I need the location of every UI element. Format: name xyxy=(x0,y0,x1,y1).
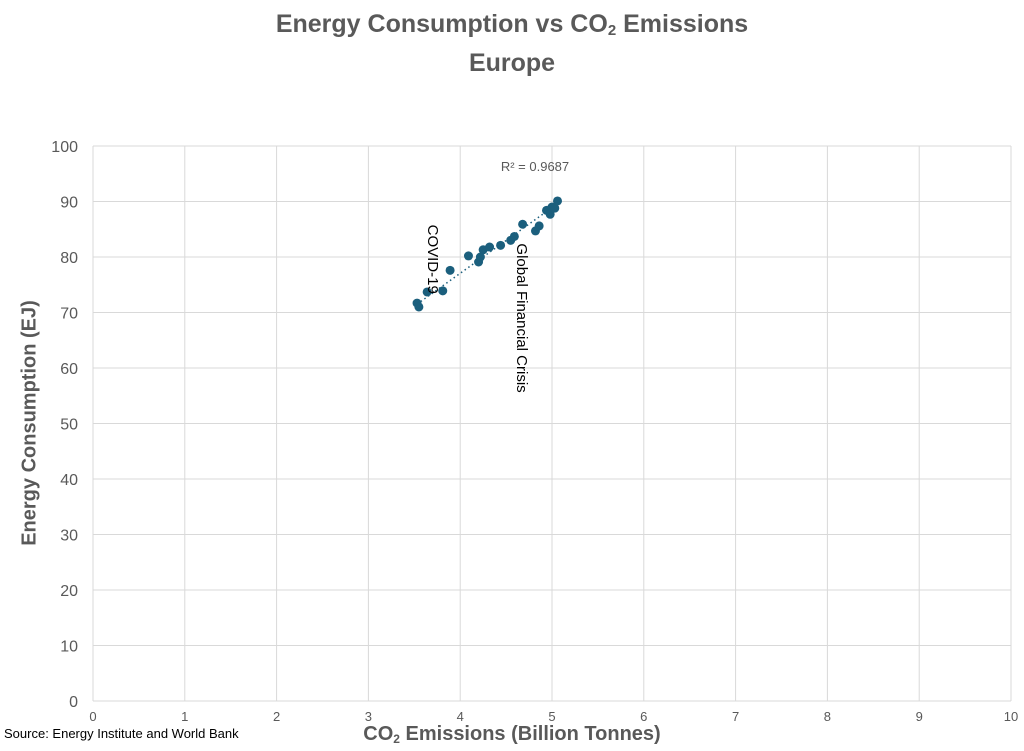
data-point xyxy=(485,242,495,252)
x-tick-label: 8 xyxy=(824,709,831,724)
x-tick-label: 5 xyxy=(548,709,555,724)
annotations: COVID-19 Global Financial Crisis xyxy=(424,225,530,393)
y-tick-label: 50 xyxy=(60,417,78,434)
trendline xyxy=(416,203,558,305)
y-tick-label: 90 xyxy=(60,195,78,212)
x-tick-label: 4 xyxy=(457,709,464,724)
chart-title-line2: Europe xyxy=(468,49,556,77)
x-axis-ticks: 0 1 2 3 4 5 6 7 8 9 10 xyxy=(89,709,1018,724)
annotation-label: Global Financial Crisis xyxy=(513,243,530,392)
data-points xyxy=(412,196,563,312)
x-tick-label: 3 xyxy=(365,709,372,724)
data-point xyxy=(534,221,544,231)
source-note: Source: Energy Institute and World Bank xyxy=(4,726,239,741)
y-tick-label: 80 xyxy=(60,250,78,267)
y-tick-label: 40 xyxy=(60,472,78,489)
x-tick-label: 1 xyxy=(181,709,188,724)
data-point xyxy=(463,251,473,261)
annotation-label: COVID-19 xyxy=(424,225,441,294)
grid xyxy=(92,145,1012,702)
x-tick-label: 0 xyxy=(89,709,96,724)
data-point xyxy=(509,231,519,241)
x-tick-label: 2 xyxy=(273,709,280,724)
chart-title: Energy Consumption vs CO2 Emissions Euro… xyxy=(0,8,1024,80)
data-point xyxy=(545,209,555,219)
data-point xyxy=(422,287,432,297)
data-point xyxy=(518,219,528,229)
y-tick-label: 20 xyxy=(60,583,78,600)
chart-title-line1: Energy Consumption vs CO2 Emissions xyxy=(275,10,749,39)
y-tick-label: 70 xyxy=(60,306,78,323)
y-tick-label: 100 xyxy=(51,139,78,156)
y-tick-label: 0 xyxy=(69,694,78,711)
data-point xyxy=(550,203,560,213)
data-point xyxy=(553,196,563,206)
data-point xyxy=(438,286,448,296)
y-axis-ticks: 0 10 20 30 40 50 60 70 80 90 100 xyxy=(51,139,78,711)
y-tick-label: 60 xyxy=(60,361,78,378)
x-tick-label: 10 xyxy=(1004,709,1018,724)
data-point xyxy=(414,302,424,312)
y-tick-label: 10 xyxy=(60,639,78,656)
data-point xyxy=(496,240,506,250)
x-axis-title: CO2 Emissions (Billion Tonnes) xyxy=(363,723,661,746)
x-tick-label: 7 xyxy=(732,709,739,724)
data-point xyxy=(445,265,455,275)
y-tick-label: 30 xyxy=(60,528,78,545)
x-tick-label: 9 xyxy=(916,709,923,724)
y-axis-title: Energy Consumption (EJ) xyxy=(18,300,41,546)
x-tick-label: 6 xyxy=(640,709,647,724)
data-point xyxy=(475,252,485,262)
r-squared-label: R² = 0.9687 xyxy=(501,159,569,174)
